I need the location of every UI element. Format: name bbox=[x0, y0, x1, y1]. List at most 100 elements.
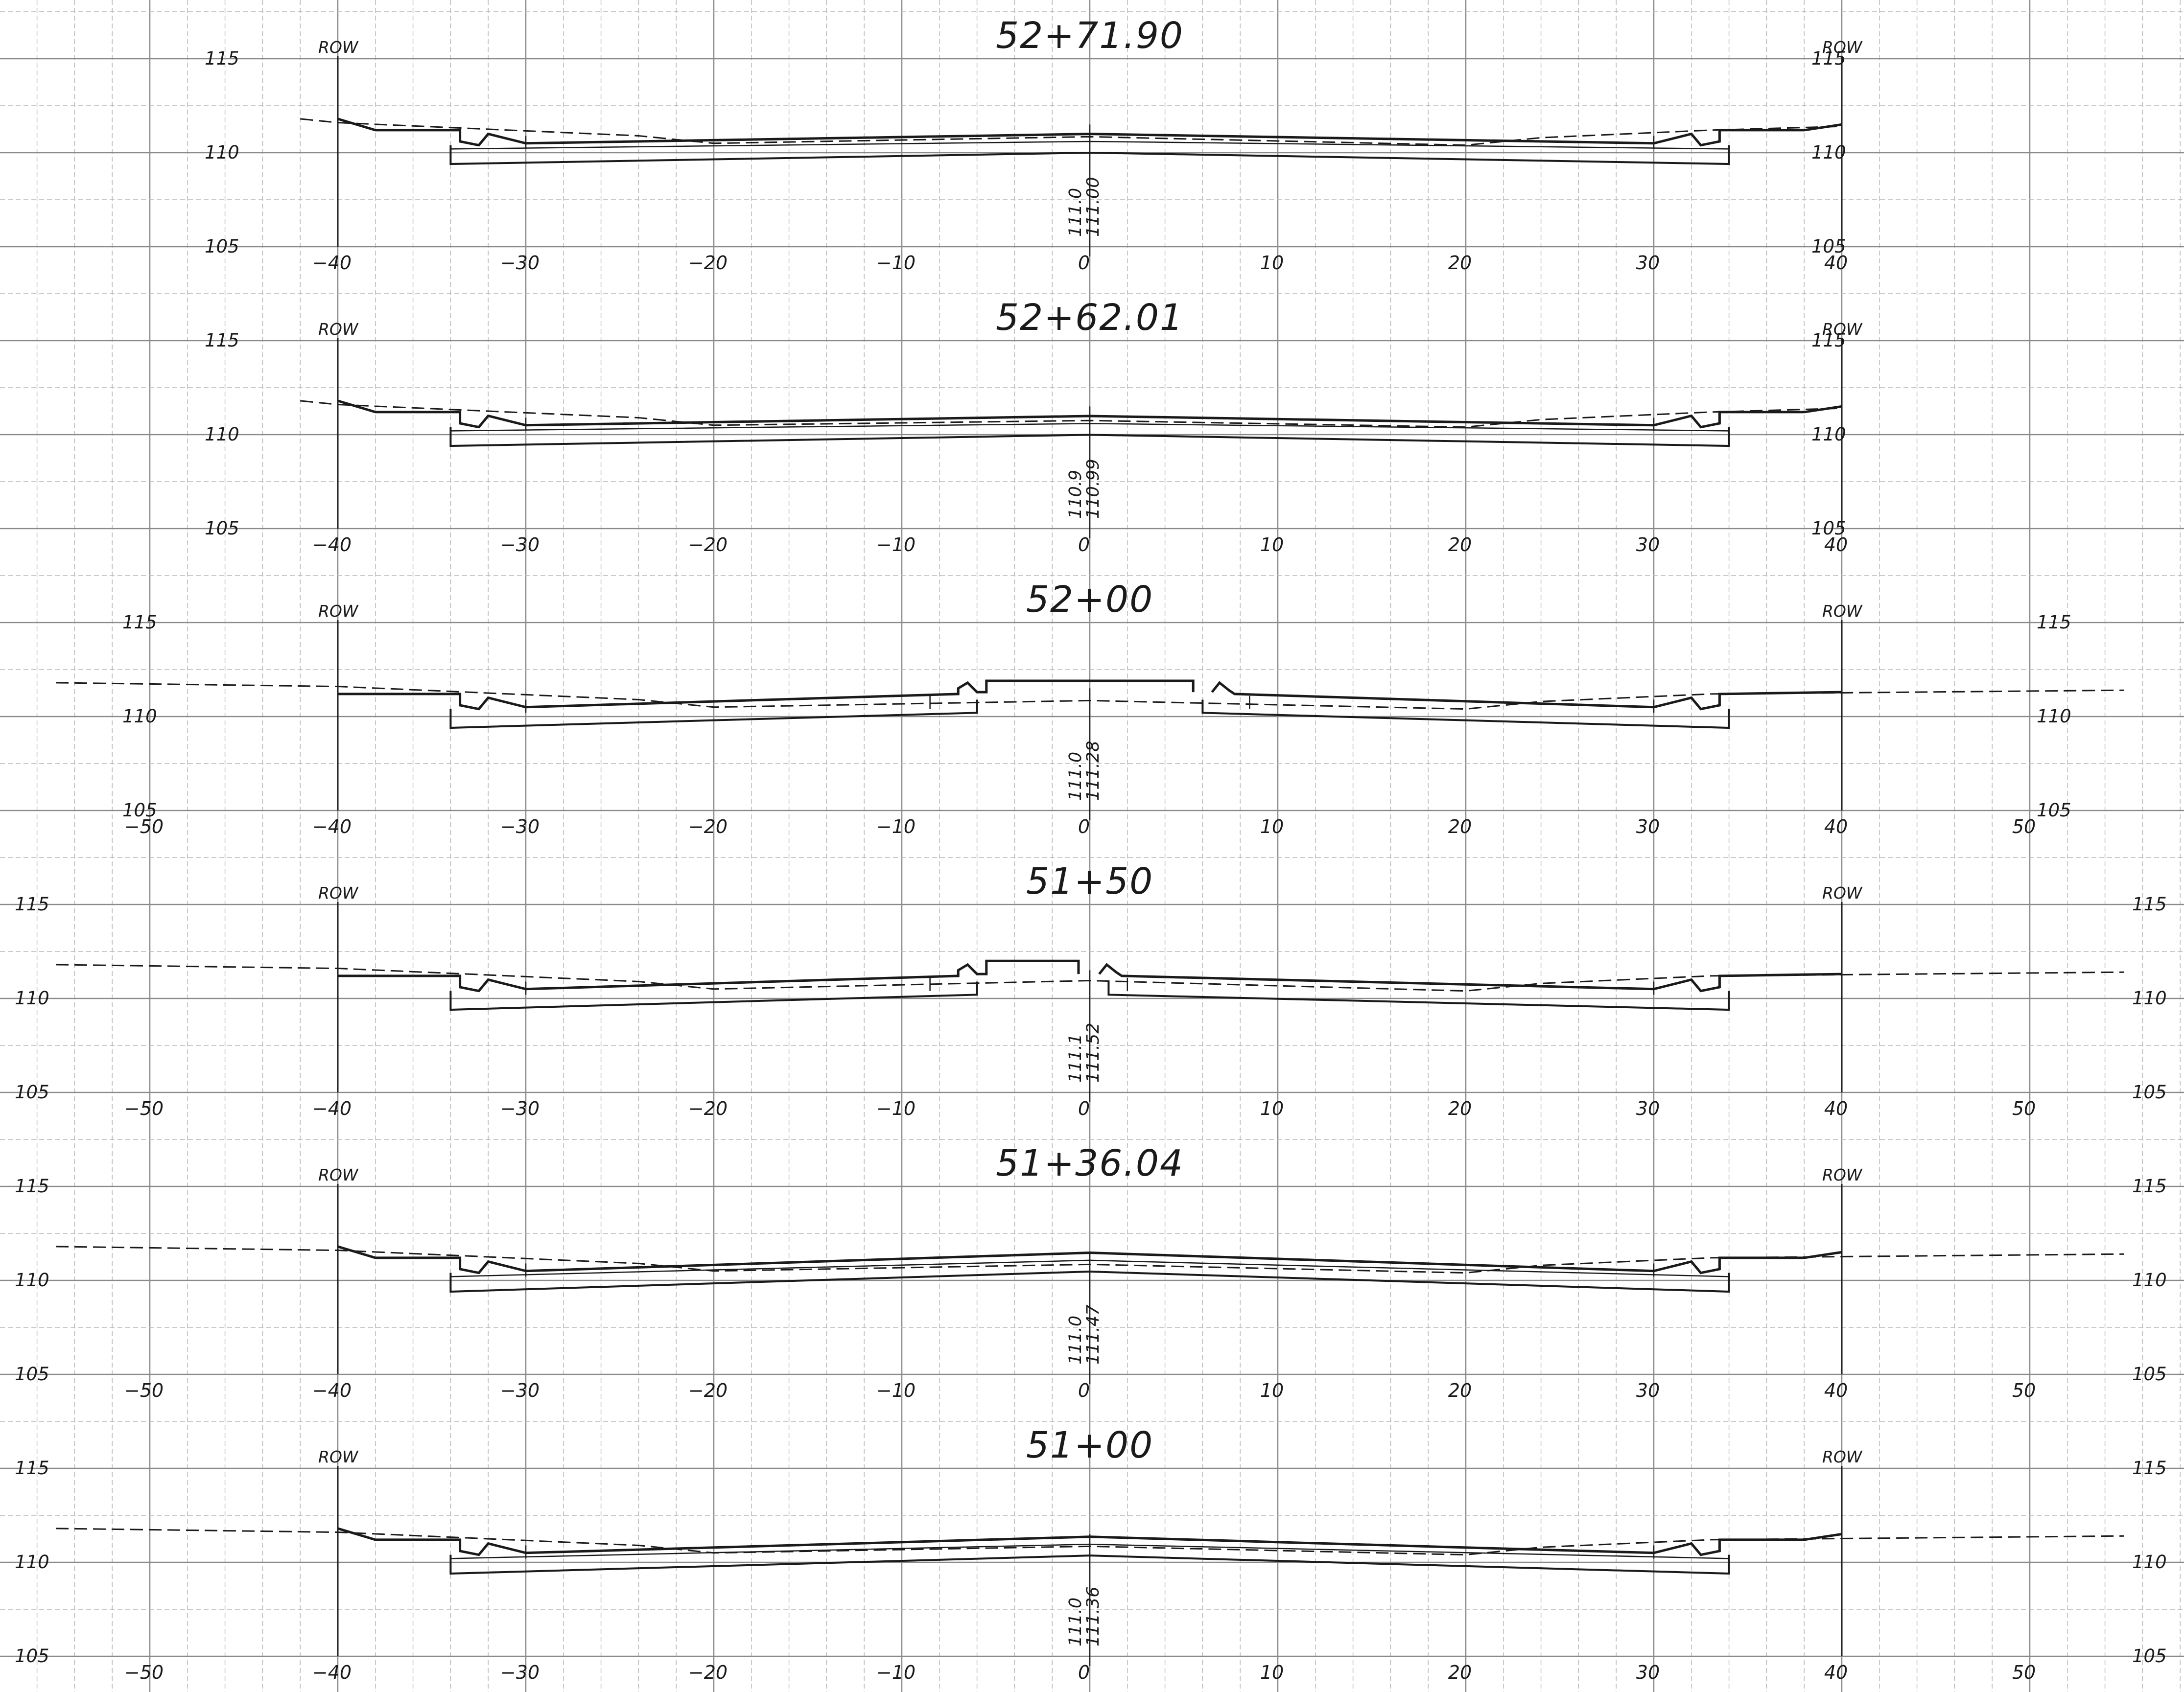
elevation-label-left: 115 bbox=[122, 612, 157, 633]
elevation-label-right: 105 bbox=[2132, 1646, 2167, 1667]
station-title: 51+00 bbox=[1026, 1424, 1153, 1466]
elevation-label-left: 110 bbox=[122, 706, 157, 727]
offset-tick-label: 0 bbox=[1078, 1380, 1090, 1401]
subgrade-line bbox=[449, 1554, 1730, 1575]
offset-tick-label: −20 bbox=[688, 1662, 728, 1683]
cl-existing-elevation: 111.0 bbox=[1066, 752, 1085, 801]
offset-tick-label: 40 bbox=[1824, 816, 1848, 837]
elevation-label-right: 115 bbox=[2037, 612, 2071, 633]
station-title: 51+50 bbox=[1026, 860, 1153, 903]
offset-tick-label: −40 bbox=[312, 1098, 352, 1119]
offset-tick-label: 20 bbox=[1448, 816, 1472, 837]
elevation-label-left: 110 bbox=[15, 1552, 49, 1573]
station-title: 51+36.04 bbox=[996, 1142, 1184, 1184]
elevation-label-right: 115 bbox=[2132, 894, 2167, 915]
offset-tick-label: −20 bbox=[688, 252, 728, 274]
row-label-left: ROW bbox=[318, 1165, 359, 1184]
offset-tick-label: 20 bbox=[1448, 1662, 1472, 1683]
offset-tick-label: 50 bbox=[2012, 816, 2036, 837]
offset-tick-label: 10 bbox=[1260, 1662, 1284, 1683]
subgrade-line-left bbox=[449, 699, 978, 729]
row-label-left: ROW bbox=[318, 602, 359, 621]
offset-tick-label: 50 bbox=[2012, 1098, 2036, 1119]
cl-existing-elevation: 110.9 bbox=[1066, 470, 1085, 519]
offset-tick-label: −50 bbox=[124, 816, 164, 837]
elevation-label-right: 105 bbox=[2132, 1364, 2167, 1385]
elevation-label-right: 115 bbox=[2132, 1458, 2167, 1479]
offset-tick-label: 10 bbox=[1260, 816, 1284, 837]
proposed-finished-grade-right bbox=[1098, 963, 1842, 993]
offset-tick-label: 10 bbox=[1260, 252, 1284, 274]
elevation-label-left: 105 bbox=[15, 1646, 49, 1667]
existing-ground-line bbox=[55, 1246, 2124, 1274]
row-label-right: ROW bbox=[1822, 320, 1863, 339]
elevation-label-left: 110 bbox=[205, 142, 239, 163]
cl-existing-elevation: 111.0 bbox=[1066, 1598, 1085, 1646]
elevation-label-right: 110 bbox=[2132, 1270, 2167, 1291]
elevation-label-right: 105 bbox=[2037, 800, 2071, 821]
existing-ground-line bbox=[55, 1528, 2124, 1556]
row-label-left: ROW bbox=[318, 1447, 359, 1466]
elevation-label-left: 110 bbox=[15, 1270, 49, 1291]
offset-tick-label: 30 bbox=[1636, 1380, 1660, 1401]
offset-tick-label: 40 bbox=[1824, 1380, 1848, 1401]
cl-proposed-elevation: 111.47 bbox=[1083, 1305, 1103, 1365]
row-label-left: ROW bbox=[318, 38, 359, 57]
offset-tick-label: −10 bbox=[876, 1098, 916, 1119]
pavement-layer bbox=[450, 423, 1729, 432]
offset-tick-label: 10 bbox=[1260, 1380, 1284, 1401]
proposed-finished-grade-left bbox=[338, 679, 1195, 711]
offset-tick-label: −20 bbox=[688, 534, 728, 556]
elevation-label-left: 110 bbox=[205, 424, 239, 445]
subgrade-line-right bbox=[1107, 981, 1730, 1011]
elevation-label-left: 105 bbox=[15, 1082, 49, 1103]
offset-tick-label: 50 bbox=[2012, 1662, 2036, 1683]
offset-tick-label: −40 bbox=[312, 534, 352, 556]
existing-ground-line bbox=[300, 118, 1842, 146]
offset-tick-label: 40 bbox=[1824, 534, 1848, 556]
row-label-right: ROW bbox=[1822, 1165, 1863, 1184]
elevation-label-right: 105 bbox=[1811, 518, 1846, 539]
elevation-label-left: 105 bbox=[122, 800, 157, 821]
elevation-label-right: 115 bbox=[2132, 1176, 2167, 1197]
elevation-label-right: 110 bbox=[2132, 1552, 2167, 1573]
pavement-layer bbox=[450, 1543, 1729, 1559]
cross-section: 51+36.04 ROW ROW 115 115 110 110 105 105 −50 −40 −3… bbox=[0, 1142, 2184, 1401]
elevation-label-right: 105 bbox=[1811, 236, 1846, 257]
offset-tick-label: 30 bbox=[1636, 252, 1660, 274]
station-title: 52+00 bbox=[1026, 579, 1153, 621]
elevation-label-left: 115 bbox=[205, 330, 239, 351]
cl-proposed-elevation: 111.52 bbox=[1083, 1023, 1103, 1083]
offset-tick-label: −20 bbox=[688, 816, 728, 837]
offset-tick-label: −50 bbox=[124, 1662, 164, 1683]
subgrade-line-right bbox=[1201, 699, 1730, 729]
elevation-label-left: 115 bbox=[15, 1176, 49, 1197]
offset-tick-label: −30 bbox=[500, 534, 540, 556]
elevation-label-left: 110 bbox=[15, 988, 49, 1009]
offset-tick-label: −50 bbox=[124, 1098, 164, 1119]
elevation-label-right: 110 bbox=[1811, 424, 1846, 445]
offset-tick-label: −10 bbox=[876, 816, 916, 837]
cl-existing-elevation: 111.0 bbox=[1066, 1316, 1085, 1365]
offset-tick-label: 20 bbox=[1448, 534, 1472, 556]
existing-ground-line bbox=[55, 682, 2124, 710]
proposed-finished-grade bbox=[337, 117, 1842, 147]
subgrade-line-left bbox=[449, 981, 978, 1011]
offset-tick-label: −10 bbox=[876, 1380, 916, 1401]
offset-tick-label: −10 bbox=[876, 252, 916, 274]
proposed-finished-grade bbox=[337, 1245, 1842, 1275]
elevation-label-right: 105 bbox=[2132, 1082, 2167, 1103]
offset-tick-label: 30 bbox=[1636, 534, 1660, 556]
elevation-label-left: 105 bbox=[205, 518, 239, 539]
cross-section: 51+00 ROW ROW 115 115 110 110 105 105 −50 −40 −30 −2… bbox=[0, 1424, 2184, 1683]
offset-tick-label: 50 bbox=[2012, 1380, 2036, 1401]
existing-ground-line bbox=[300, 400, 1842, 428]
elevation-label-left: 105 bbox=[205, 236, 239, 257]
cl-proposed-elevation: 110.99 bbox=[1083, 459, 1103, 519]
elevation-label-left: 115 bbox=[15, 894, 49, 915]
row-label-right: ROW bbox=[1822, 1447, 1863, 1466]
offset-tick-label: −30 bbox=[500, 1380, 540, 1401]
elevation-label-left: 115 bbox=[15, 1458, 49, 1479]
